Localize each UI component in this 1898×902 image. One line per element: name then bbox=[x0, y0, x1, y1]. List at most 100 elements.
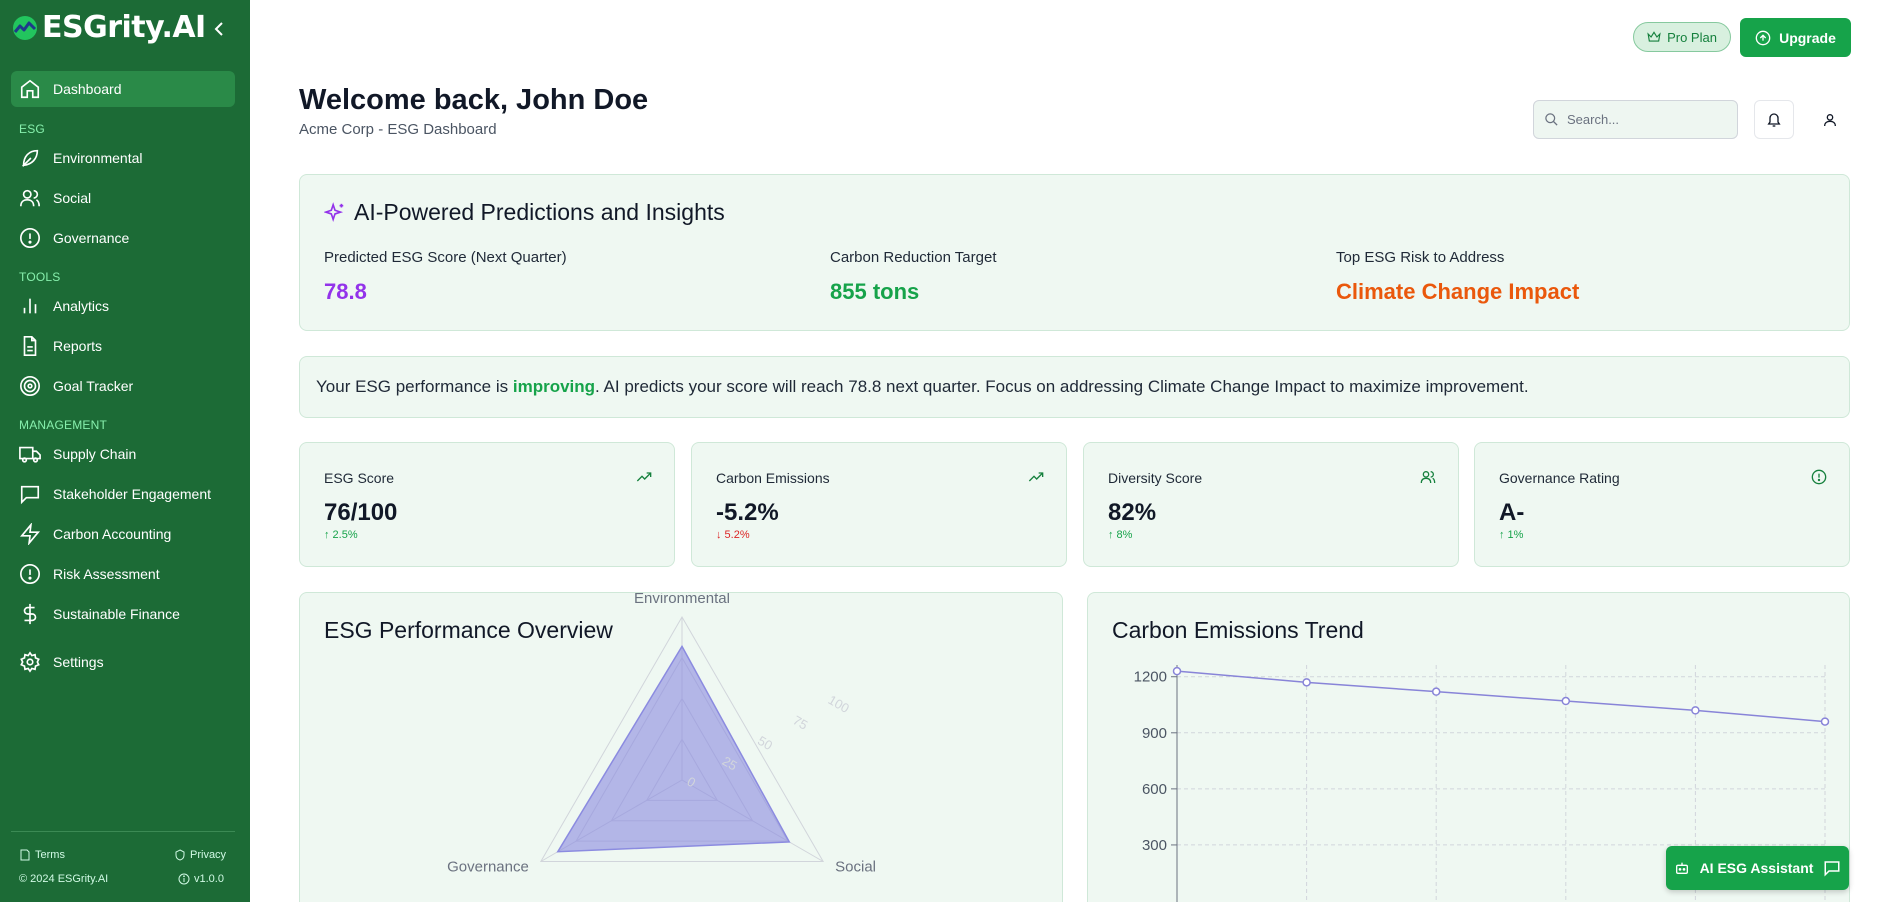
y-tick-label: 600 bbox=[1142, 781, 1167, 798]
sidebar-section-tools: TOOLS bbox=[19, 270, 61, 284]
ai-assistant-button[interactable]: AI ESG Assistant bbox=[1666, 846, 1849, 890]
sidebar-item-label: Carbon Accounting bbox=[53, 526, 172, 542]
sidebar-section-esg: ESG bbox=[19, 122, 45, 136]
kpi-label: Governance Rating bbox=[1499, 470, 1620, 486]
dollar-sign-icon bbox=[23, 603, 37, 625]
y-tick-label: 1200 bbox=[1134, 669, 1167, 686]
insight-post: . AI predicts your score will reach 78.8… bbox=[595, 377, 1529, 396]
chart-title: Carbon Emissions Trend bbox=[1112, 617, 1364, 643]
data-point bbox=[1431, 687, 1441, 696]
info-icon bbox=[178, 873, 190, 885]
version-info: v1.0.0 bbox=[178, 873, 224, 885]
line-chart: 1200 900 600 300 bbox=[1134, 665, 1830, 902]
version-text: v1.0.0 bbox=[194, 873, 224, 885]
radar-tick-label: 50 bbox=[755, 733, 775, 753]
sidebar-item-label: Risk Assessment bbox=[53, 566, 160, 582]
sidebar-item-settings[interactable]: Settings bbox=[11, 644, 235, 680]
insight-pre: Your ESG performance is bbox=[316, 377, 513, 396]
radar-series-area bbox=[556, 644, 791, 853]
app-logo[interactable]: ESGrity.AI bbox=[12, 10, 206, 45]
kpi-label: ESG Score bbox=[324, 470, 395, 486]
sidebar-item-analytics[interactable]: Analytics bbox=[11, 288, 235, 324]
sidebar-item-label: Supply Chain bbox=[53, 446, 137, 462]
series-line bbox=[1176, 670, 1826, 723]
bar-chart-icon bbox=[23, 298, 37, 314]
kpi-card-carbon-emissions: Carbon Emissions -5.2% ↓ 5.2% bbox=[691, 442, 1067, 567]
radar-tick-label: 25 bbox=[720, 753, 740, 773]
notifications-button[interactable] bbox=[1754, 100, 1794, 139]
search-box[interactable] bbox=[1533, 100, 1738, 139]
search-icon bbox=[1545, 113, 1558, 126]
sidebar-item-carbon-accounting[interactable]: Carbon Accounting bbox=[11, 516, 235, 552]
ai-insight-banner: Your ESG performance is improving. AI pr… bbox=[299, 356, 1850, 418]
sidebar-item-label: Analytics bbox=[53, 298, 110, 314]
trending-up-icon bbox=[636, 472, 652, 482]
assistant-label: AI ESG Assistant bbox=[1699, 860, 1814, 876]
pro-plan-badge[interactable]: Pro Plan bbox=[1633, 22, 1731, 52]
leaf-icon bbox=[22, 149, 39, 167]
user-icon bbox=[1824, 113, 1836, 126]
sidebar-item-social[interactable]: Social bbox=[11, 180, 235, 216]
radar-grid-ring bbox=[539, 616, 825, 862]
data-point bbox=[1302, 678, 1311, 687]
target-icon bbox=[20, 376, 40, 396]
document-icon bbox=[20, 849, 30, 861]
upgrade-button[interactable]: Upgrade bbox=[1740, 18, 1851, 57]
privacy-label: Privacy bbox=[190, 849, 227, 861]
kpi-card-diversity-score: Diversity Score 82% ↑ 8% bbox=[1083, 442, 1459, 567]
sidebar-item-label: Dashboard bbox=[53, 81, 122, 97]
plan-label: Pro Plan bbox=[1667, 29, 1717, 45]
kpi-value: 76/100 bbox=[324, 499, 398, 526]
sidebar-item-stakeholder-engagement[interactable]: Stakeholder Engagement bbox=[11, 476, 235, 512]
kpi-delta: ↑ 1% bbox=[1499, 529, 1524, 541]
sidebar-item-governance[interactable]: Governance bbox=[11, 220, 235, 256]
terms-link[interactable]: Terms bbox=[19, 849, 65, 861]
kpi-value: 82% bbox=[1108, 499, 1157, 526]
sidebar-collapse-button[interactable] bbox=[210, 18, 228, 40]
privacy-link[interactable]: Privacy bbox=[174, 849, 226, 861]
alert-circle-icon bbox=[20, 564, 40, 584]
sidebar-item-label: Reports bbox=[53, 338, 103, 354]
sidebar-item-environmental[interactable]: Environmental bbox=[11, 140, 235, 176]
sidebar-item-goal-tracker[interactable]: Goal Tracker bbox=[11, 368, 235, 404]
sidebar-section-management: MANAGEMENT bbox=[19, 418, 108, 432]
arrow-up-circle-icon bbox=[1755, 30, 1771, 45]
radar-category-label: Environmental bbox=[634, 593, 730, 607]
y-tick-label: 900 bbox=[1142, 725, 1167, 742]
user-menu-button[interactable] bbox=[1810, 100, 1850, 139]
radar-category-label: Social bbox=[835, 859, 876, 876]
sidebar-item-risk-assessment[interactable]: Risk Assessment bbox=[11, 556, 235, 592]
copyright: © 2024 ESGrity.AI bbox=[19, 873, 108, 885]
ai-predictions-panel: AI-Powered Predictions and Insights Pred… bbox=[299, 174, 1850, 331]
kpi-delta: ↑ 2.5% bbox=[324, 529, 358, 541]
message-square-icon bbox=[1824, 861, 1840, 877]
chevron-left-icon bbox=[214, 22, 223, 36]
data-point bbox=[1561, 696, 1571, 706]
sidebar-item-label: Goal Tracker bbox=[53, 378, 134, 394]
kpi-delta: ↓ 5.2% bbox=[716, 529, 750, 541]
kpi-card-esg-score: ESG Score 76/100 ↑ 2.5% bbox=[299, 442, 675, 567]
prediction-label: Predicted ESG Score (Next Quarter) bbox=[324, 249, 567, 266]
alert-circle-icon bbox=[20, 228, 40, 248]
home-icon bbox=[20, 79, 40, 99]
insight-highlight: improving bbox=[512, 377, 596, 396]
kpi-label: Diversity Score bbox=[1108, 470, 1203, 486]
app-name: ESGrity.AI bbox=[42, 10, 206, 45]
sidebar-item-dashboard[interactable]: Dashboard bbox=[11, 71, 235, 107]
sidebar-item-sustainable-finance[interactable]: Sustainable Finance bbox=[11, 596, 235, 632]
prediction-label: Carbon Reduction Target bbox=[830, 249, 997, 266]
predicted-score-value: 78.8 bbox=[324, 279, 367, 304]
kpi-value: A- bbox=[1499, 499, 1525, 526]
prediction-label: Top ESG Risk to Address bbox=[1336, 249, 1505, 266]
search-input[interactable] bbox=[1567, 112, 1717, 127]
ai-panel-header: AI-Powered Predictions and Insights bbox=[324, 199, 725, 226]
kpi-value: -5.2% bbox=[716, 499, 779, 526]
sidebar-item-supply-chain[interactable]: Supply Chain bbox=[11, 436, 235, 472]
file-text-icon bbox=[23, 336, 37, 356]
terms-label: Terms bbox=[35, 849, 65, 861]
sidebar-item-label: Stakeholder Engagement bbox=[53, 486, 211, 502]
trending-up-icon bbox=[1028, 472, 1044, 482]
sidebar-item-reports[interactable]: Reports bbox=[11, 328, 235, 364]
crown-icon bbox=[1647, 31, 1661, 42]
